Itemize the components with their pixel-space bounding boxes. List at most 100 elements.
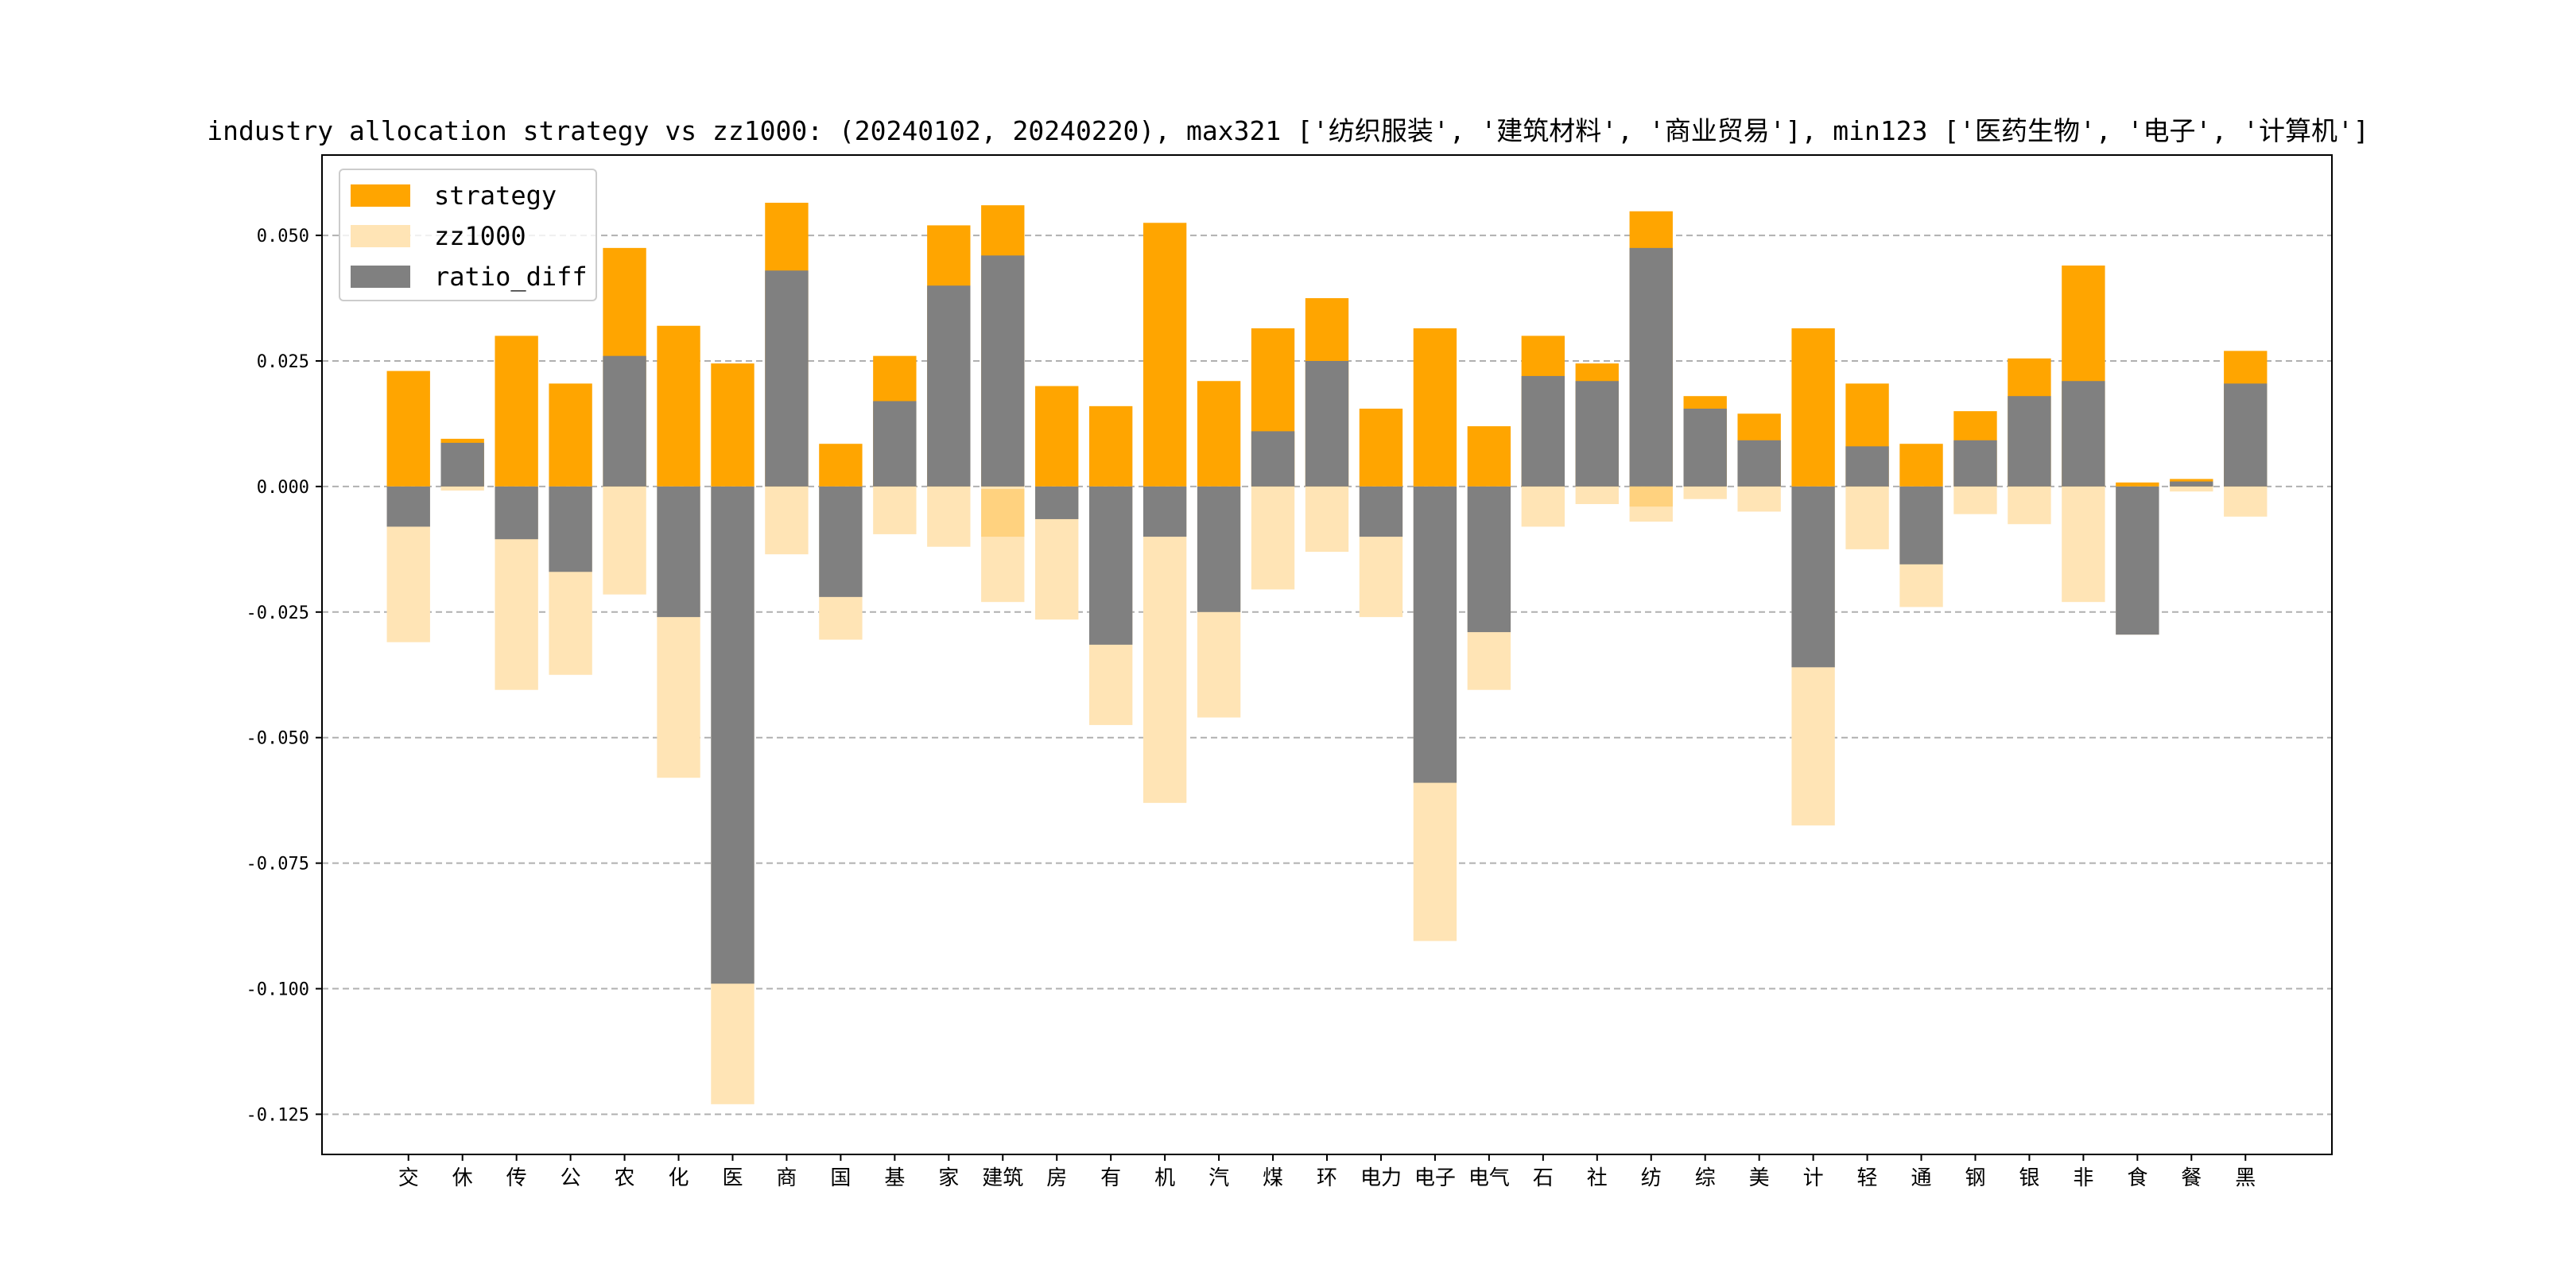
- ratio-diff-bar: [386, 486, 430, 527]
- x-tick-label: 国: [830, 1166, 851, 1190]
- zz1000-bar: [1845, 486, 1889, 549]
- y-tick-label: -0.025: [246, 603, 309, 623]
- x-tick-label: 电力: [1360, 1166, 1402, 1190]
- x-tick-label: 化: [669, 1166, 689, 1190]
- y-tick-label: 0.050: [257, 227, 309, 246]
- bars: [386, 203, 2268, 1104]
- strategy-bar: [1413, 328, 1457, 487]
- y-tick-label: 0.000: [257, 478, 309, 498]
- ratio-diff-bar: [1953, 440, 1997, 487]
- x-tick-label: 轻: [1857, 1166, 1878, 1190]
- strategy-bar: [495, 336, 538, 487]
- zz1000-bar: [1953, 486, 1997, 514]
- zz1000-bar: [927, 486, 971, 547]
- strategy-bar: [1467, 426, 1511, 487]
- ratio-diff-bar: [1413, 486, 1457, 783]
- x-tick-label: 美: [1749, 1166, 1770, 1190]
- ratio-diff-bar: [1521, 375, 1565, 487]
- zz1000-bar: [440, 486, 484, 491]
- ratio-diff-bar: [549, 486, 592, 572]
- x-tick-label: 餐: [2181, 1166, 2202, 1190]
- strategy-bar: [1791, 328, 1835, 487]
- strategy-bar: [1143, 223, 1187, 487]
- zz1000-bar: [2224, 486, 2268, 517]
- overlap-bar: [981, 489, 1025, 537]
- ratio-diff-bar: [1305, 360, 1349, 487]
- zz1000-bar: [1737, 486, 1781, 512]
- x-tick-label: 通: [1911, 1166, 1932, 1190]
- strategy-bar: [657, 325, 700, 487]
- legend: strategy zz1000 ratio_diff: [339, 169, 597, 301]
- ratio-diff-bar: [1629, 247, 1673, 487]
- x-axis: 交 休 传 公 农 化 医 商 国 基 家建筑房 有 机 汽 煤 环电力 电子 电气石 社 纺 综 美 计 轻 通 钢 银 非 食 餐 黑: [398, 1154, 2256, 1190]
- x-tick-label: 农: [615, 1166, 635, 1190]
- ratio-diff-bar: [1035, 486, 1079, 519]
- ratio-diff-bar: [1467, 486, 1511, 633]
- y-tick-label: -0.100: [246, 980, 309, 1000]
- x-tick-label: 公: [561, 1166, 581, 1190]
- ratio-diff-bar: [2170, 481, 2213, 487]
- ratio-diff-bar: [657, 486, 700, 618]
- zz1000-bar: [1521, 486, 1565, 527]
- ratio-diff-bar: [1791, 486, 1835, 668]
- ratio-diff-bar: [711, 486, 755, 984]
- x-tick-label: 纺: [1641, 1166, 1662, 1190]
- zz1000-bar: [1305, 486, 1349, 553]
- ratio-diff-bar: [1359, 486, 1403, 537]
- x-tick-label: 钢: [1965, 1166, 1985, 1190]
- ratio-diff-bar: [1737, 440, 1781, 487]
- ratio-diff-bar: [2008, 396, 2051, 487]
- legend-swatch-strategy: [351, 184, 410, 207]
- x-tick-label: 商: [776, 1166, 797, 1190]
- strategy-bar: [1035, 386, 1079, 487]
- x-tick-label: 电气: [1468, 1166, 1510, 1190]
- legend-swatch-zz1000: [351, 225, 410, 247]
- x-tick-label: 建筑: [982, 1166, 1023, 1190]
- legend-label-ratio-diff: ratio_diff: [434, 262, 588, 292]
- strategy-bar: [1359, 408, 1403, 487]
- ratio-diff-bar: [495, 486, 538, 540]
- zz1000-bar: [603, 486, 646, 595]
- ratio-diff-bar: [1143, 486, 1187, 537]
- strategy-bar: [549, 383, 592, 487]
- x-tick-label: 电子: [1414, 1166, 1456, 1190]
- x-tick-label: 煤: [1263, 1166, 1283, 1190]
- ratio-diff-bar: [1088, 486, 1133, 645]
- y-axis: 0.050 0.025 0.000 -0.025 -0.050 -0.075 -0.100 -…: [246, 227, 322, 1125]
- x-tick-label: 黑: [2235, 1166, 2256, 1190]
- strategy-bar: [1088, 405, 1133, 487]
- strategy-bar: [1899, 444, 1943, 487]
- x-tick-label: 传: [506, 1166, 527, 1190]
- x-tick-label: 交: [398, 1166, 419, 1190]
- ratio-diff-bar: [819, 486, 863, 597]
- ratio-diff-bar: [1899, 486, 1943, 564]
- ratio-diff-bar: [1251, 431, 1295, 487]
- ratio-diff-bar: [2062, 381, 2105, 487]
- ratio-diff-bar: [2116, 486, 2159, 635]
- zz1000-bar: [1683, 486, 1727, 499]
- legend-label-zz1000: zz1000: [434, 221, 526, 251]
- zz1000-bar: [765, 486, 809, 555]
- x-tick-label: 食: [2127, 1166, 2147, 1190]
- ratio-diff-bar: [2224, 383, 2268, 487]
- x-tick-label: 银: [2019, 1166, 2039, 1190]
- ratio-diff-bar: [440, 442, 484, 487]
- overlap-bar: [1629, 486, 1673, 507]
- zz1000-bar: [1251, 486, 1295, 590]
- ratio-diff-bar: [765, 270, 809, 487]
- x-tick-label: 社: [1587, 1166, 1608, 1190]
- x-tick-label: 环: [1317, 1166, 1337, 1190]
- strategy-bar: [1197, 381, 1241, 487]
- x-tick-label: 计: [1803, 1166, 1824, 1190]
- ratio-diff-bar: [1845, 446, 1889, 487]
- strategy-bar: [2116, 482, 2159, 487]
- x-tick-label: 房: [1046, 1166, 1067, 1190]
- y-tick-label: -0.050: [246, 729, 309, 749]
- legend-swatch-ratio-diff: [351, 266, 410, 288]
- ratio-diff-bar: [927, 285, 971, 487]
- x-tick-label: 医: [722, 1166, 743, 1190]
- chart-title: industry allocation strategy vs zz1000: …: [207, 115, 2369, 146]
- ratio-diff-bar: [1197, 486, 1241, 612]
- strategy-bar: [819, 444, 863, 487]
